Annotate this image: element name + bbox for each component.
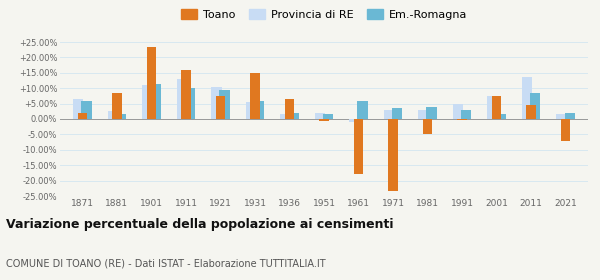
- Bar: [323, 114, 334, 119]
- Bar: [181, 70, 191, 119]
- Bar: [423, 119, 432, 134]
- Bar: [349, 119, 359, 122]
- Bar: [492, 96, 501, 119]
- Bar: [216, 96, 225, 119]
- Bar: [82, 101, 92, 119]
- Bar: [457, 119, 467, 120]
- Bar: [112, 93, 122, 119]
- Bar: [384, 110, 394, 119]
- Bar: [245, 102, 256, 119]
- Bar: [147, 47, 156, 119]
- Bar: [107, 111, 118, 119]
- Legend: Toano, Provincia di RE, Em.-Romagna: Toano, Provincia di RE, Em.-Romagna: [176, 4, 472, 24]
- Bar: [487, 96, 497, 119]
- Bar: [388, 119, 398, 192]
- Bar: [522, 77, 532, 119]
- Text: Variazione percentuale della popolazione ai censimenti: Variazione percentuale della popolazione…: [6, 218, 394, 231]
- Bar: [565, 113, 575, 119]
- Bar: [280, 114, 290, 119]
- Bar: [78, 113, 87, 119]
- Bar: [427, 107, 437, 119]
- Bar: [211, 87, 221, 119]
- Bar: [526, 105, 536, 119]
- Bar: [116, 114, 126, 119]
- Bar: [418, 110, 428, 119]
- Text: COMUNE DI TOANO (RE) - Dati ISTAT - Elaborazione TUTTITALIA.IT: COMUNE DI TOANO (RE) - Dati ISTAT - Elab…: [6, 258, 326, 268]
- Bar: [354, 119, 363, 174]
- Bar: [319, 119, 329, 120]
- Bar: [392, 108, 403, 119]
- Bar: [561, 119, 570, 141]
- Bar: [453, 104, 463, 119]
- Bar: [250, 73, 260, 119]
- Bar: [496, 114, 506, 119]
- Bar: [142, 85, 152, 119]
- Bar: [285, 99, 294, 119]
- Bar: [151, 83, 161, 119]
- Bar: [358, 101, 368, 119]
- Bar: [254, 101, 264, 119]
- Bar: [530, 93, 541, 119]
- Bar: [185, 88, 195, 119]
- Bar: [220, 90, 230, 119]
- Bar: [176, 79, 187, 119]
- Bar: [461, 110, 472, 119]
- Bar: [73, 99, 83, 119]
- Bar: [314, 113, 325, 119]
- Bar: [289, 113, 299, 119]
- Bar: [556, 114, 566, 119]
